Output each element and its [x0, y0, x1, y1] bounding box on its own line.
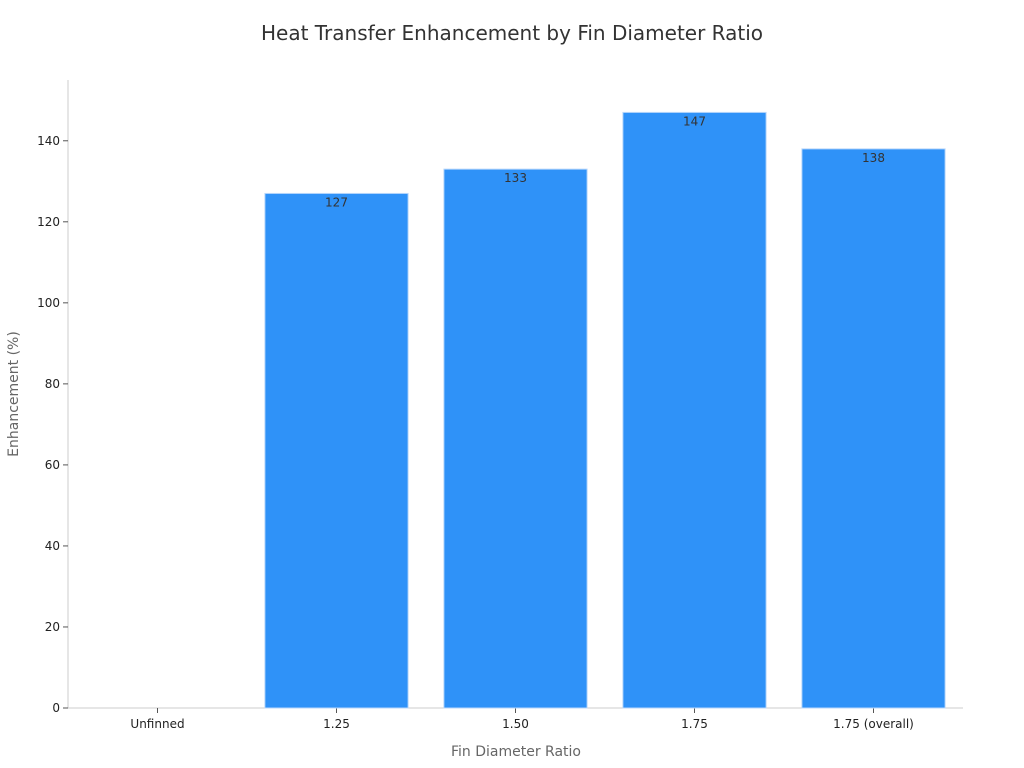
y-tick-label: 100 — [37, 296, 60, 310]
y-tick-label: 0 — [52, 701, 60, 715]
axes: 0 20 40 60 80 100 120 140 Unfinned 1.25 1.50 1.75 1.… — [37, 80, 963, 731]
chart-title: Heat Transfer Enhancement by Fin Diamete… — [261, 21, 763, 45]
bar[interactable] — [801, 148, 946, 709]
x-tick-label: 1.25 — [323, 717, 350, 731]
x-tick-label: 1.50 — [502, 717, 529, 731]
y-tick-label: 40 — [45, 539, 60, 553]
x-axis-label: Fin Diameter Ratio — [451, 744, 581, 760]
data-label: 147 — [683, 114, 706, 128]
data-label: 127 — [325, 195, 348, 209]
data-label: 138 — [862, 151, 885, 165]
data-label: 133 — [504, 171, 527, 185]
y-tick-label: 60 — [45, 458, 60, 472]
y-tick-label: 120 — [37, 215, 60, 229]
labels-group: 127 133 147 138 — [325, 114, 885, 209]
bar[interactable] — [622, 111, 767, 709]
y-tick-label: 80 — [45, 377, 60, 391]
bar[interactable] — [443, 168, 588, 709]
x-tick-label: 1.75 — [681, 717, 708, 731]
bars-group — [264, 111, 946, 709]
x-tick-label: 1.75 (overall) — [833, 717, 914, 731]
bar[interactable] — [264, 192, 409, 709]
y-tick-label: 140 — [37, 134, 60, 148]
y-axis-label: Enhancement (%) — [6, 331, 22, 457]
y-tick-label: 20 — [45, 620, 60, 634]
x-tick-label: Unfinned — [130, 717, 184, 731]
